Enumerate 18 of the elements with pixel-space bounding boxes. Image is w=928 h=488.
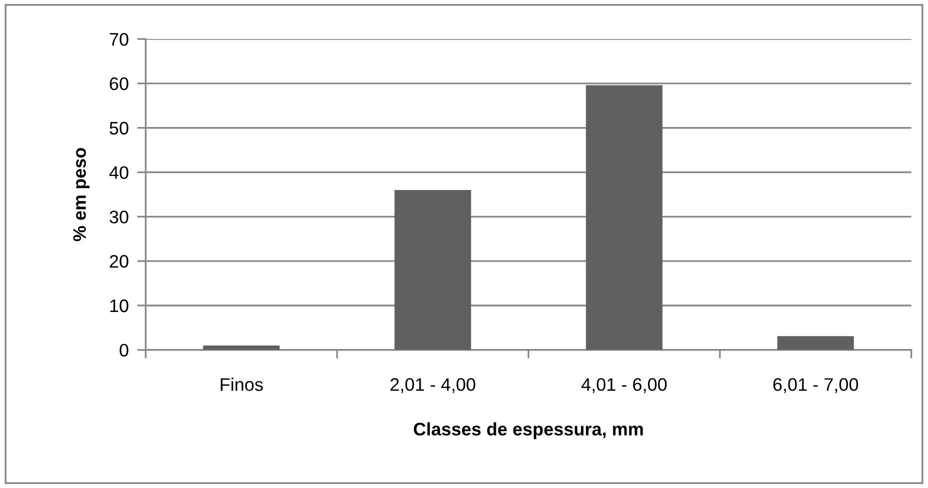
y-axis-title: % em peso (73, 148, 90, 242)
bar (394, 190, 472, 350)
y-tick-label: 60 (110, 77, 128, 90)
y-tick-label: 20 (110, 255, 128, 268)
bar (777, 336, 854, 350)
bar (586, 85, 662, 350)
x-tick-label: Finos (220, 378, 263, 391)
x-tick-label: 6,01 - 7,00 (773, 378, 858, 394)
y-tick-label: 10 (110, 299, 128, 312)
y-tick-label: 40 (109, 166, 128, 179)
x-axis-title: Classes de espessura, mm (414, 422, 643, 440)
x-tick-label: 2,01 - 4,00 (390, 378, 476, 394)
y-tick-label: 70 (110, 32, 128, 46)
y-tick-label: 0 (120, 344, 128, 357)
x-tick-label: 4,01 - 6,00 (581, 378, 667, 394)
y-tick-label: 50 (110, 122, 128, 135)
y-tick-label: 30 (110, 210, 128, 224)
bar (203, 345, 280, 350)
